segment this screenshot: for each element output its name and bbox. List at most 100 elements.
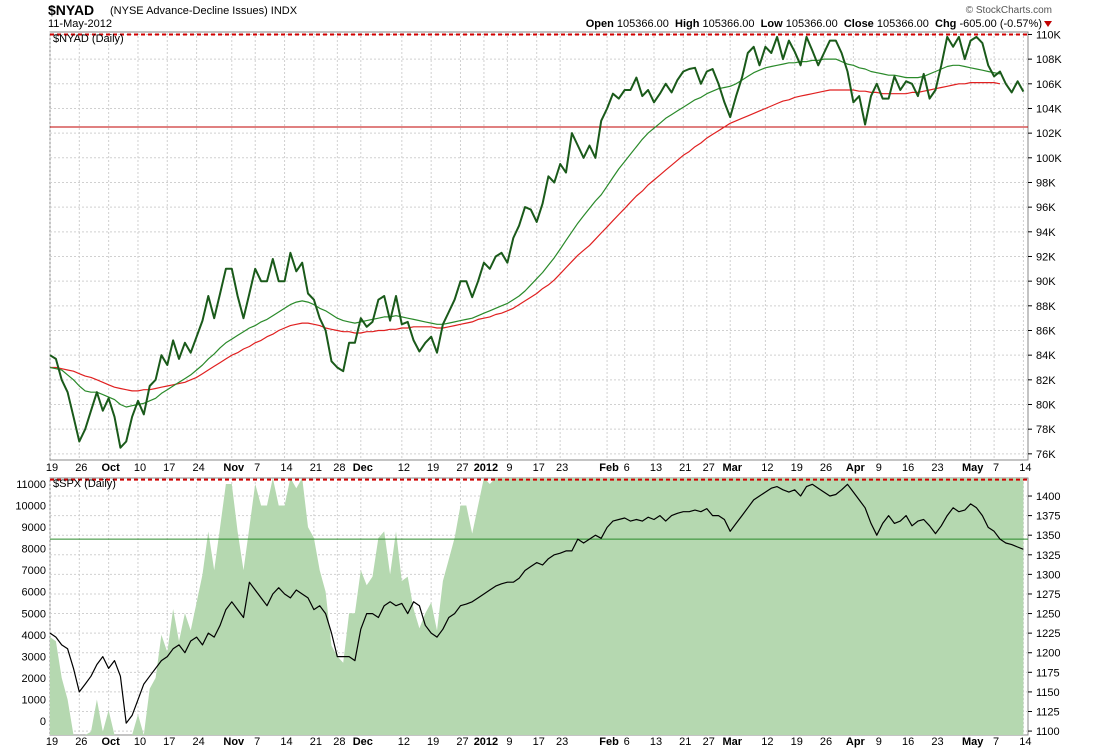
spx-x-tick-label: 19 <box>791 736 803 748</box>
spx-x-tick-label: Mar <box>722 736 742 748</box>
nyad-y-tick-label: 104K <box>1036 103 1062 115</box>
spx-y-right-tick-label: 1275 <box>1036 589 1060 601</box>
spx-y-left-tick-label: 3000 <box>22 651 46 663</box>
spx-x-tick-label: 26 <box>75 736 87 748</box>
spx-y-right-tick-label: 1375 <box>1036 511 1060 523</box>
spx-y-left-tick-label: 5000 <box>22 608 46 620</box>
symbol-description: (NYSE Advance-Decline Issues) <box>110 5 268 17</box>
spx-y-left-tick-label: 10000 <box>15 501 46 513</box>
nyad-y-tick-label: 84K <box>1036 350 1056 362</box>
high-label: High <box>675 18 700 30</box>
brand-watermark[interactable]: © StockCharts.com <box>965 5 1052 16</box>
spx-y-right-tick-label: 1200 <box>1036 648 1060 660</box>
spx-x-tick-label: 21 <box>310 736 322 748</box>
nyad-x-tick-label: 14 <box>1019 462 1031 474</box>
spx-x-tick-label: 10 <box>134 736 146 748</box>
chart-header: $NYAD (NYSE Advance-Decline Issues) INDX… <box>0 0 1100 34</box>
nyad-x-tick-label: 24 <box>192 462 204 474</box>
spx-x-tick-label: 13 <box>650 736 662 748</box>
nyad-y-tick-label: 88K <box>1036 301 1056 313</box>
low-label: Low <box>760 18 783 30</box>
spx-x-tick-label: 17 <box>163 736 175 748</box>
quote-summary: Open 105366.00 High 105366.00 Low 105366… <box>586 18 1042 30</box>
nyad-y-tick-label: 78K <box>1036 424 1056 436</box>
nyad-panel-label: $NYAD (Daily) <box>53 33 124 45</box>
spx-price-line <box>49 483 1024 724</box>
nyad-x-tick-label: Nov <box>223 462 245 474</box>
nyad-y-tick-label: 106K <box>1036 79 1062 91</box>
nyad-y-tick-label: 92K <box>1036 251 1056 263</box>
spx-y-left-tick-label: 9000 <box>22 522 46 534</box>
spx-y-left-tick-label: 4000 <box>22 630 46 642</box>
nyad-x-tick-label: 26 <box>75 462 87 474</box>
nyad-x-tick-label: 27 <box>456 462 468 474</box>
nyad-y-tick-label: 110K <box>1036 29 1062 41</box>
chg-label: Chg <box>935 18 957 30</box>
spx-x-tick-label: 7 <box>993 736 999 748</box>
spx-y-right-tick-label: 1300 <box>1036 569 1060 581</box>
spx-y-right-tick-label: 1400 <box>1036 491 1060 503</box>
spx-y-right-tick-label: 1325 <box>1036 550 1060 562</box>
spx-y-left-tick-label: 6000 <box>22 587 46 599</box>
spx-x-tick-label: 12 <box>761 736 773 748</box>
spx-x-tick-label: 7 <box>254 736 260 748</box>
spx-x-tick-label: 17 <box>533 736 545 748</box>
nyad-y-tick-label: 94K <box>1036 227 1056 239</box>
spx-x-tick-label: 23 <box>556 736 568 748</box>
spx-x-tick-label: Feb <box>599 736 619 748</box>
spx-x-tick-label: 16 <box>902 736 914 748</box>
spx-y-right-tick-label: 1125 <box>1036 706 1060 718</box>
nyad-ma-short-line <box>49 58 1001 408</box>
nyad-x-tick-label: 19 <box>791 462 803 474</box>
symbol: $NYAD <box>48 2 95 18</box>
exchange: INDX <box>270 5 298 17</box>
spx-x-tick-label: 26 <box>820 736 832 748</box>
chart-date: 11-May-2012 <box>48 18 112 30</box>
spx-x-tick-label: 21 <box>679 736 691 748</box>
spx-y-left-tick-label: 0 <box>40 716 46 728</box>
nyad-x-tick-label: 17 <box>533 462 545 474</box>
nyad-x-tick-label: Oct <box>101 462 120 474</box>
nyad-y-tick-label: 86K <box>1036 325 1056 337</box>
spx-y-right-tick-label: 1175 <box>1036 667 1060 679</box>
nyad-y-tick-label: 100K <box>1036 153 1062 165</box>
spx-x-tick-label: Nov <box>223 736 245 748</box>
spx-y-left-tick-label: 11000 <box>16 479 46 491</box>
nyad-ma-long-line <box>50 81 1001 392</box>
nyad-x-tick-label: 23 <box>931 462 943 474</box>
spx-x-tick-label: 9 <box>506 736 512 748</box>
nyad-x-tick-label: 12 <box>398 462 410 474</box>
spx-x-tick-label: Dec <box>353 736 373 748</box>
nyad-y-tick-label: 98K <box>1036 177 1056 189</box>
spx-y-right-tick-label: 1250 <box>1036 609 1060 621</box>
nyad-x-tick-label: 6 <box>624 462 630 474</box>
nyad-x-tick-label: 28 <box>333 462 345 474</box>
open-value: 105366.00 <box>616 18 669 30</box>
spx-x-tick-label: 14 <box>280 736 292 748</box>
spx-x-tick-label: 27 <box>456 736 468 748</box>
high-value: 105366.00 <box>702 18 755 30</box>
close-value: 105366.00 <box>876 18 929 30</box>
chg-value: -605.00 (-0.57%) <box>959 18 1042 30</box>
spx-x-tick-label: 2012 <box>474 736 498 748</box>
nyad-x-tick-label: 13 <box>650 462 662 474</box>
nyad-x-tick-label: 10 <box>134 462 146 474</box>
spx-x-tick-label: 24 <box>192 736 204 748</box>
nyad-x-tick-label: 12 <box>761 462 773 474</box>
nyad-x-tick-label: Mar <box>722 462 742 474</box>
open-label: Open <box>585 18 614 30</box>
spx-y-left-tick-label: 2000 <box>22 673 46 685</box>
nyad-x-tick-label: 9 <box>506 462 512 474</box>
spx-area-fill <box>50 478 1024 735</box>
nyad-x-tick-label: Feb <box>599 462 619 474</box>
nyad-x-tick-label: 19 <box>427 462 439 474</box>
spx-y-left-tick-label: 1000 <box>22 694 46 706</box>
nyad-y-tick-label: 82K <box>1036 375 1056 387</box>
symbol-name: (NYSE Advance-Decline Issues) INDX <box>110 5 297 17</box>
spx-x-tick-label: 23 <box>931 736 943 748</box>
nyad-x-tick-label: 26 <box>820 462 832 474</box>
close-label: Close <box>843 18 874 30</box>
spx-x-tick-label: 28 <box>333 736 345 748</box>
nyad-x-tick-label: 7 <box>254 462 260 474</box>
